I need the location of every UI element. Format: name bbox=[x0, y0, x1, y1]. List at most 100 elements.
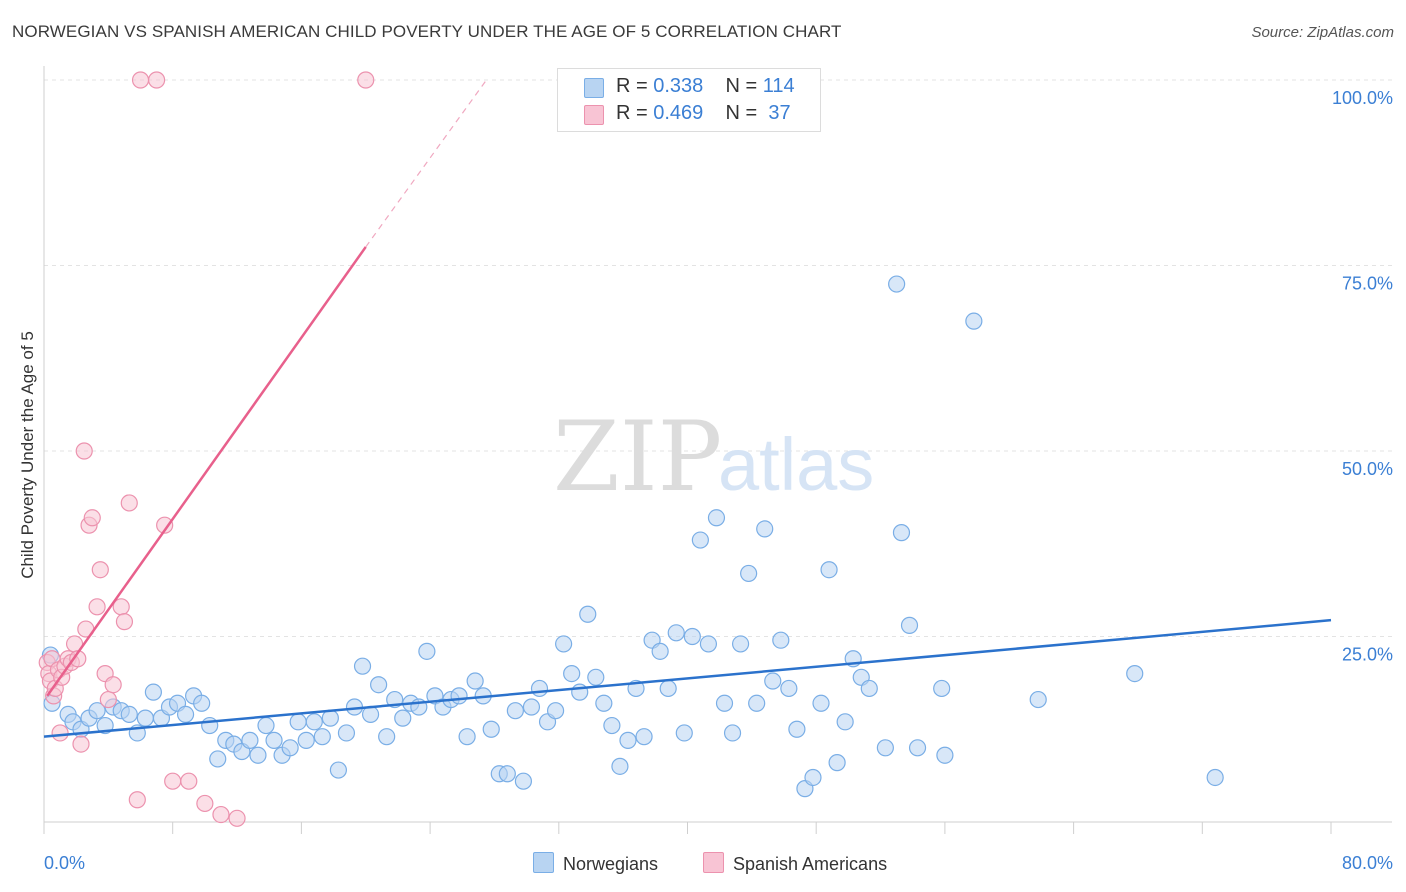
r-value: 0.338 bbox=[653, 75, 704, 97]
norwegians-point bbox=[370, 676, 388, 694]
spanish-americans-point bbox=[115, 613, 134, 631]
r-label: R = bbox=[616, 102, 648, 124]
y-tick-label: 75.0% bbox=[1342, 274, 1393, 294]
norwegians-point bbox=[587, 668, 605, 686]
spanish-americans-point bbox=[156, 516, 174, 534]
spanish-americans-trend-extension bbox=[365, 79, 487, 248]
tick-labels: 25.0% 50.0% 75.0% 100.0% 0.0% 80.0% bbox=[44, 88, 1393, 873]
spanish-americans-point bbox=[83, 509, 101, 527]
norwegians-point bbox=[1126, 664, 1144, 683]
spanish-americans-point bbox=[99, 690, 117, 709]
norwegians-point bbox=[764, 672, 782, 690]
norwegians-point bbox=[820, 561, 838, 579]
norwegians-point bbox=[321, 709, 339, 727]
norwegians-point bbox=[780, 679, 798, 698]
norwegians-point bbox=[900, 616, 919, 634]
spanish-americans-legend-swatch bbox=[703, 852, 724, 873]
spanish-americans-trend-line bbox=[46, 246, 367, 697]
norwegians-point bbox=[788, 720, 806, 738]
x-tick-label: 80.0% bbox=[1342, 853, 1393, 873]
norwegians-point bbox=[498, 765, 516, 783]
norwegians-point bbox=[933, 679, 951, 698]
spanish-americans-point bbox=[104, 676, 122, 694]
norwegians-point bbox=[595, 694, 613, 712]
legend-item-norwegians[interactable]: Norwegians bbox=[533, 852, 658, 875]
axes bbox=[43, 66, 1392, 834]
norwegians-point bbox=[611, 757, 629, 775]
norwegians-point bbox=[249, 746, 267, 764]
norwegians-point bbox=[289, 713, 307, 731]
norwegians-point bbox=[860, 679, 878, 698]
spanish-americans-swatch bbox=[584, 105, 604, 125]
gridlines bbox=[44, 79, 1392, 637]
chart-title: NORWEGIAN VS SPANISH AMERICAN CHILD POVE… bbox=[12, 22, 842, 41]
norwegians-point bbox=[715, 694, 734, 712]
norwegians-point bbox=[965, 312, 983, 330]
spanish-americans-point bbox=[128, 791, 146, 809]
norwegians-point bbox=[731, 635, 750, 653]
norwegians-points bbox=[41, 275, 1224, 798]
r-label: R = bbox=[616, 75, 648, 97]
norwegians-legend-swatch bbox=[533, 852, 554, 873]
watermark-zip: ZIP bbox=[553, 401, 722, 513]
norwegians-point bbox=[257, 716, 275, 735]
norwegians-point bbox=[88, 702, 106, 720]
norwegians-point bbox=[691, 531, 709, 549]
norwegians-point bbox=[265, 731, 283, 749]
norwegians-point bbox=[329, 761, 348, 779]
spanish-americans-point bbox=[228, 809, 246, 827]
norwegians-point bbox=[394, 709, 412, 727]
norwegians-point bbox=[651, 642, 669, 660]
x-tick-label: 0.0% bbox=[44, 853, 85, 873]
norwegians-point bbox=[828, 754, 846, 772]
norwegians-point bbox=[659, 679, 677, 698]
spanish-americans-point bbox=[51, 724, 69, 742]
spanish-americans-point bbox=[120, 494, 138, 512]
spanish-americans-point bbox=[180, 772, 198, 790]
norwegians-point bbox=[1206, 768, 1224, 787]
n-value: 114 bbox=[762, 75, 795, 97]
legend-label: Spanish Americans bbox=[733, 854, 888, 874]
norwegians-point bbox=[522, 698, 541, 716]
norwegians-point bbox=[176, 705, 195, 724]
norwegians-point bbox=[136, 709, 154, 727]
norwegians-point bbox=[740, 564, 758, 583]
watermark-atlas: atlas bbox=[718, 423, 874, 506]
norwegians-point bbox=[337, 724, 356, 742]
norwegians-point bbox=[812, 694, 830, 712]
legend-item-spanish-americans[interactable]: Spanish Americans bbox=[703, 852, 887, 875]
norwegians-point bbox=[707, 509, 726, 527]
norwegians-point bbox=[144, 683, 162, 701]
norwegians-point bbox=[756, 520, 774, 538]
norwegians-point bbox=[458, 728, 476, 746]
spanish-americans-point bbox=[148, 71, 166, 89]
n-value: 37 bbox=[768, 102, 791, 124]
y-axis-label: Child Poverty Under the Age of 5 bbox=[18, 331, 37, 579]
spanish-americans-point bbox=[131, 71, 150, 89]
legend-label: Norwegians bbox=[563, 854, 659, 874]
spanish-americans-point bbox=[212, 805, 230, 824]
norwegians-point bbox=[305, 713, 323, 731]
norwegians-point bbox=[530, 679, 549, 698]
norwegians-point bbox=[892, 524, 911, 542]
norwegians-point bbox=[506, 702, 524, 720]
norwegians-point bbox=[563, 664, 581, 683]
spanish-americans-point bbox=[91, 561, 109, 579]
trend-lines bbox=[43, 79, 1332, 738]
spanish-americans-point bbox=[164, 772, 182, 790]
norwegians-point bbox=[450, 687, 468, 705]
source-label: Source: ZipAtlas.com bbox=[1251, 24, 1394, 41]
norwegians-point bbox=[378, 728, 396, 746]
norwegians-point bbox=[313, 728, 331, 746]
norwegians-point bbox=[635, 728, 653, 746]
norwegians-point bbox=[936, 746, 954, 764]
n-label: N = bbox=[725, 75, 758, 97]
norwegians-point bbox=[281, 739, 299, 757]
norwegians-point bbox=[619, 731, 637, 749]
norwegians-point bbox=[466, 672, 484, 690]
norwegians-point bbox=[888, 275, 906, 293]
stats-legend: R = 0.338 N = 114 R = 0.469 N = 37 bbox=[557, 68, 821, 132]
norwegians-point bbox=[241, 731, 259, 749]
